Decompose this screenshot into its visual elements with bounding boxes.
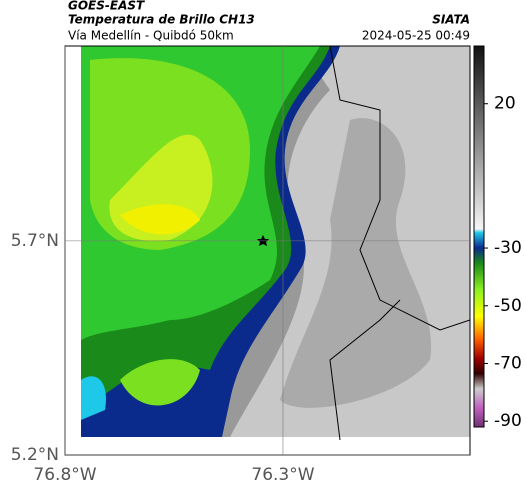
lon-label: 76.3°W — [251, 465, 314, 485]
title: GOES-EAST — [68, 0, 145, 13]
colorbar — [473, 45, 485, 428]
satellite-image — [65, 46, 470, 455]
colorbar-label: 20 — [494, 94, 516, 114]
route: Vía Medellín - Quibdó 50km — [68, 29, 234, 43]
colorbar-label: -70 — [494, 354, 522, 374]
subtitle: Temperatura de Brillo CH13 — [68, 13, 255, 27]
timestamp: 2024-05-25 00:49 — [362, 29, 470, 43]
lat-label: 5.7°N — [11, 231, 59, 251]
source: SIATA — [432, 13, 470, 27]
colorbar-label: -30 — [494, 238, 522, 258]
colorbar-label: -90 — [494, 411, 522, 431]
colorbar-label: -50 — [494, 296, 522, 316]
lat-label: 5.2°N — [11, 445, 59, 465]
lon-label: 76.8°W — [33, 465, 96, 485]
